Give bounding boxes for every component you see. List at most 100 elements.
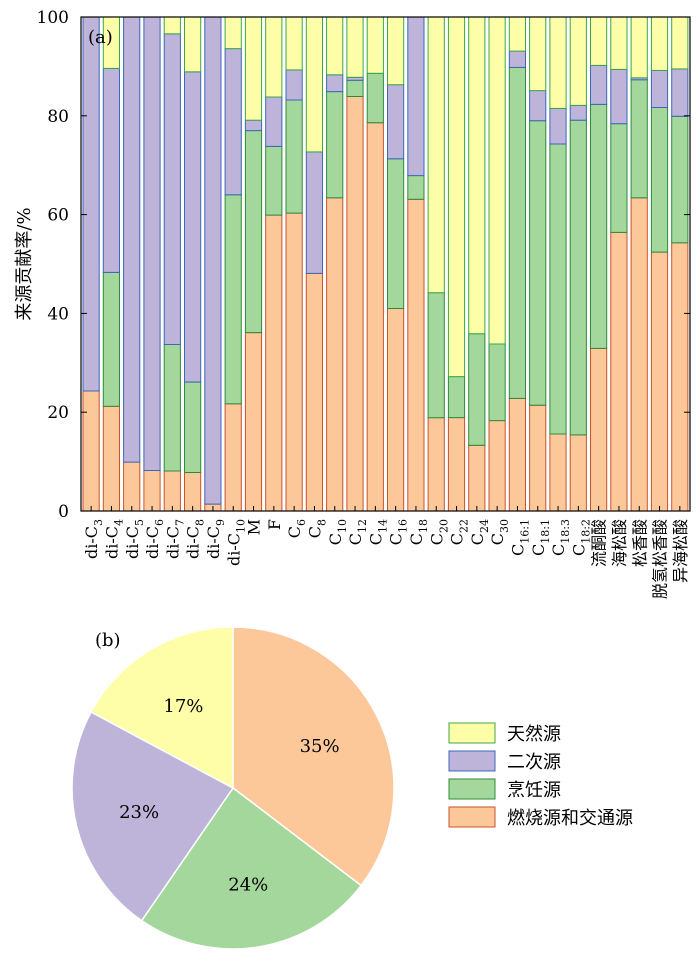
bar-segment <box>590 16 608 66</box>
x-tick-label-base: di-C <box>82 526 101 559</box>
bar-segment <box>184 16 202 73</box>
bar-segment <box>285 69 303 101</box>
bar-segment <box>285 212 303 512</box>
x-tick-label-sub: 16 <box>397 519 410 533</box>
bar-segment <box>569 434 587 512</box>
x-tick-label: C6 <box>285 519 308 538</box>
bar-segment <box>590 103 608 349</box>
bar-segment <box>671 115 689 244</box>
bar-segment <box>163 16 181 35</box>
bar-segment <box>224 16 242 50</box>
x-tick-label: C18:3 <box>549 519 572 556</box>
x-tick-label-base: C <box>387 533 406 545</box>
y-tick-label: 60 <box>47 206 69 226</box>
bar-segment <box>224 403 242 512</box>
x-tick-label-sub: 6 <box>153 519 166 526</box>
x-tick-label-sub: 6 <box>295 519 308 526</box>
bar-segment <box>569 119 587 436</box>
bar-segment <box>163 470 181 512</box>
bar-segment <box>305 272 323 512</box>
x-tick-label: C14 <box>366 519 389 545</box>
bar-segment <box>630 16 648 79</box>
bar-segment <box>508 66 526 399</box>
y-tick-label: 20 <box>47 403 69 423</box>
x-tick-label-base: di-C <box>163 526 182 559</box>
bar-segment <box>224 194 242 405</box>
x-tick-label-sub: 3 <box>92 519 105 526</box>
bar-segment <box>447 376 466 419</box>
x-tick-label-sub: 14 <box>376 519 389 533</box>
bar-segment <box>447 16 466 378</box>
x-tick-label-base: 异海松酸 <box>671 519 690 583</box>
x-tick-label-sub: 4 <box>113 519 126 526</box>
x-tick-label: di-C5 <box>123 519 146 559</box>
bar-segment <box>407 198 425 512</box>
x-tick-label: M <box>245 519 264 535</box>
x-tick-label-sub: 9 <box>214 519 227 526</box>
bar-segment <box>590 348 608 512</box>
bar-segment <box>407 16 425 177</box>
x-tick-label-base: di-C <box>103 526 122 559</box>
x-tick-label-base: C <box>346 533 365 545</box>
bar-segment <box>508 16 526 52</box>
bar-segment <box>326 16 344 76</box>
bar-segment <box>447 417 466 512</box>
bar-segment <box>305 151 323 274</box>
x-tick-label-base: C <box>366 533 385 545</box>
legend-swatch <box>448 806 496 828</box>
bar-segment <box>610 68 628 125</box>
bar-segment <box>488 343 506 422</box>
x-tick-label: C12 <box>346 519 369 545</box>
x-tick-label-base: di-C <box>204 526 223 559</box>
pie-slice <box>232 626 395 887</box>
x-tick-label: C10 <box>326 519 349 545</box>
bar-segment <box>163 33 181 346</box>
x-tick-label: F <box>265 519 284 530</box>
x-tick-label: C8 <box>305 519 328 538</box>
x-tick-label-sub: 18:2 <box>579 519 592 544</box>
bar-segment <box>529 16 547 92</box>
bar-segment <box>265 16 283 98</box>
bar-segment <box>143 16 161 471</box>
bar-segment <box>163 344 181 472</box>
x-tick-label: di-C6 <box>143 519 166 559</box>
bar-segment <box>630 79 648 199</box>
x-tick-label-base: di-C <box>143 526 162 559</box>
pie-slice-label: 17% <box>163 696 203 717</box>
x-tick-label: di-C4 <box>103 519 126 559</box>
x-tick-label-sub: 20 <box>437 519 450 533</box>
bar-segment <box>610 123 628 233</box>
legend-label: 天然源 <box>507 724 561 745</box>
x-tick-label-base: di-C <box>184 526 203 559</box>
bar-segment <box>366 122 384 512</box>
x-tick-label-sub: 18:1 <box>539 519 552 544</box>
panel-label-a: (a) <box>88 27 113 48</box>
bar-segment <box>346 96 364 512</box>
legend-swatch <box>448 722 496 744</box>
bar-segment <box>610 16 628 70</box>
x-tick-label: C30 <box>488 519 511 545</box>
pie-slice-label: 24% <box>228 874 268 895</box>
bar-segment <box>529 120 547 406</box>
stacked-bar-chart: 020406080100di-C3di-C4di-C5di-C6di-C7di-… <box>14 8 691 599</box>
pie-chart: 35% 24% 23% 17% (b) <box>71 626 395 950</box>
x-tick-label-base: di-C <box>123 526 142 559</box>
x-tick-label-sub: 22 <box>458 519 471 533</box>
bar-segment <box>569 104 587 121</box>
bar-segment <box>82 390 100 512</box>
bar-segment <box>305 16 323 153</box>
x-tick-label: C18:2 <box>569 519 592 556</box>
bar-segment <box>366 16 384 74</box>
bar-segment <box>468 444 486 512</box>
x-tick-label-sub: 18 <box>417 519 430 533</box>
bar-segment <box>427 292 445 419</box>
bar-segment <box>285 16 303 71</box>
x-tick-label: C22 <box>448 519 471 545</box>
x-tick-label-base: F <box>265 519 284 530</box>
bar-segment <box>184 381 202 474</box>
x-tick-label: 异海松酸 <box>671 519 690 583</box>
x-tick-label: C20 <box>427 519 450 545</box>
x-tick-label-base: 海松酸 <box>610 519 629 567</box>
